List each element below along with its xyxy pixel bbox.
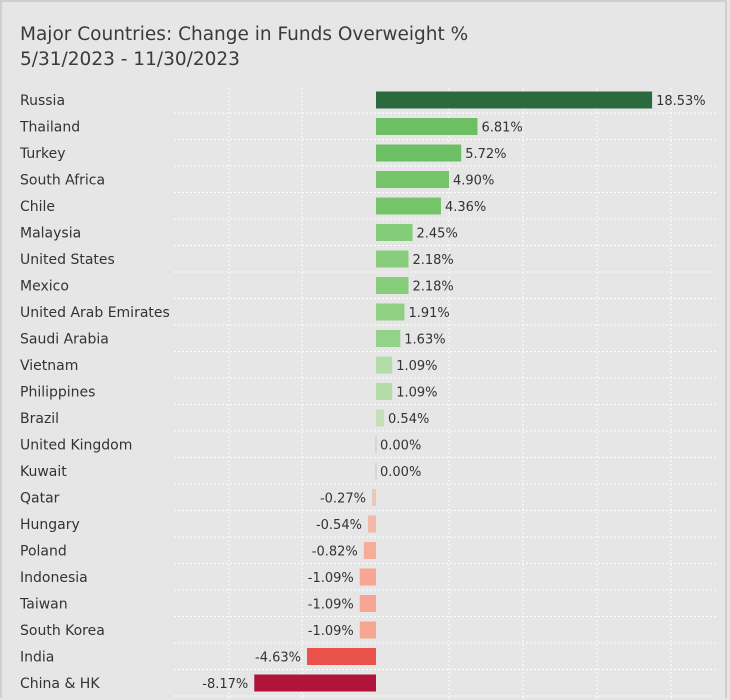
category-label: Vietnam [20,358,78,374]
data-label: -1.09% [308,571,354,586]
data-label: 1.09% [396,359,437,374]
data-label: 5.72% [465,147,506,162]
data-label: 0.00% [380,465,421,480]
category-label: India [20,650,54,666]
category-label: Philippines [20,385,95,401]
chart-subtitle: 5/31/2023 - 11/30/2023 [20,49,240,70]
data-label: -0.54% [316,518,362,533]
category-label: Malaysia [20,226,81,242]
category-label: Taiwan [19,597,68,613]
category-label: United Arab Emirates [20,305,170,321]
bar [359,621,376,639]
bar [359,595,376,612]
category-label: Turkey [19,146,66,162]
chart-title: Major Countries: Change in Funds Overwei… [20,22,468,72]
data-label: 1.63% [404,333,445,348]
chart-title-text: Major Countries: Change in Funds Overwei… [20,24,469,45]
bar [376,171,450,188]
bar [375,436,377,453]
category-label: United Kingdom [20,438,132,454]
bar [376,118,478,135]
data-label: 4.36% [445,200,486,215]
data-label: -1.09% [308,598,354,613]
data-label: 6.81% [481,121,522,136]
bar [359,568,376,586]
bar [363,542,376,559]
data-label: 1.91% [408,306,449,321]
category-label: Saudi Arabia [20,332,109,348]
data-label: 2.18% [412,253,453,268]
bar [376,250,409,268]
data-label: 1.09% [396,386,437,401]
bar [376,144,462,162]
category-label: United States [20,252,115,268]
bar [376,356,393,374]
data-label: 4.90% [453,174,494,189]
bar [376,224,413,241]
bar [376,197,441,215]
category-label: Poland [20,544,67,560]
bar [307,648,376,665]
data-label: 2.45% [417,227,458,242]
category-label: Kuwait [20,464,67,480]
data-label: -0.82% [312,545,358,560]
category-label: South Africa [20,173,105,189]
bar [376,303,405,321]
bar [376,277,409,294]
data-label: 0.54% [388,412,429,427]
bar [376,383,393,400]
category-label: Thailand [19,120,80,136]
data-label: -1.09% [308,624,354,639]
bar [376,409,385,427]
data-label: -4.63% [255,651,301,666]
bar [371,489,376,506]
category-label: Mexico [20,279,69,295]
category-label: Indonesia [20,570,88,586]
category-label: China & HK [20,676,100,692]
data-label: -0.27% [320,492,366,507]
bar [376,91,653,109]
bar [376,330,401,347]
bar [375,462,377,480]
bar [367,515,376,533]
bar [254,674,376,692]
data-label: 0.00% [380,439,421,454]
category-label: Hungary [20,517,80,533]
category-label: Chile [20,199,55,215]
data-label: 2.18% [412,280,453,295]
category-label: Qatar [20,491,60,507]
category-label: Russia [20,93,65,109]
data-label: -8.17% [202,677,248,692]
category-label: South Korea [20,623,105,639]
category-label: Brazil [20,411,59,427]
data-label: 18.53% [656,94,706,109]
